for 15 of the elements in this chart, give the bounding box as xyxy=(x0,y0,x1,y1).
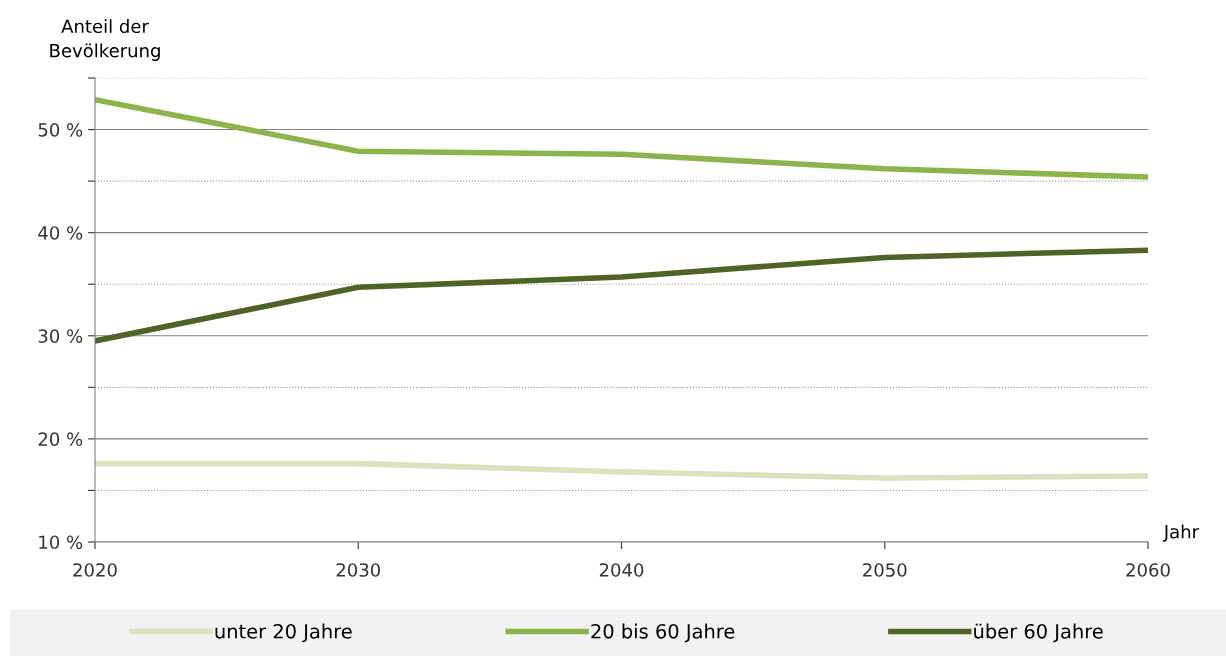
x-axis-title: Jahr xyxy=(1162,524,1200,542)
legend-label: 20 bis 60 Jahre xyxy=(591,623,735,643)
y-tick-label: 10 % xyxy=(39,535,83,550)
y-tick-label: 20 % xyxy=(38,432,83,447)
x-tick-label: 2020 xyxy=(73,563,117,577)
legend-label: über 60 Jahre xyxy=(974,623,1103,643)
y-tick-label: 30 % xyxy=(38,329,83,343)
y-axis-title: Anteil der Bevölkerung xyxy=(50,19,160,61)
x-tick-label: 2060 xyxy=(1126,563,1170,577)
x-tick-label: 2050 xyxy=(863,563,907,577)
legend-label: unter 20 Jahre xyxy=(215,623,352,643)
x-tick-label: 2030 xyxy=(336,563,381,577)
x-tick-label: 2040 xyxy=(599,563,644,577)
y-tick-label: 50 % xyxy=(38,123,83,137)
y-tick-label: 40 % xyxy=(38,226,83,240)
